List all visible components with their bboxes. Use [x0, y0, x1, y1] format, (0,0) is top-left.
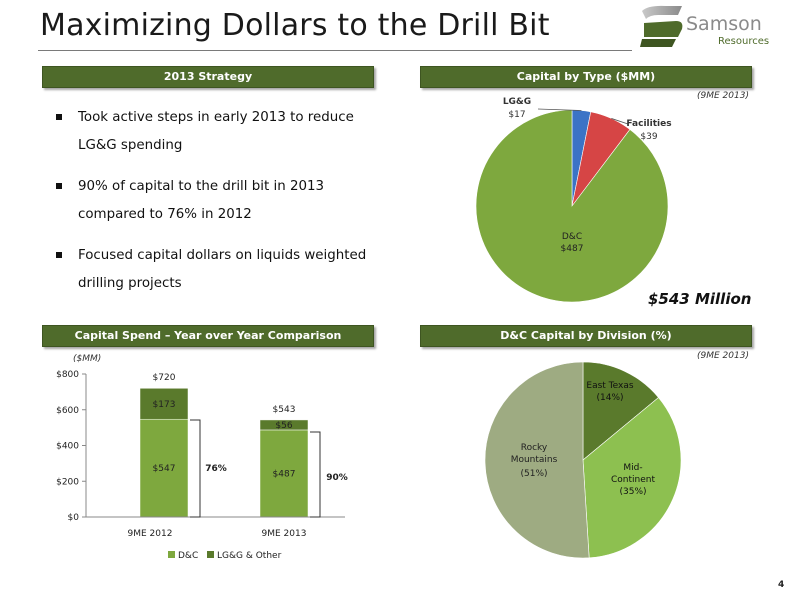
title-divider: [38, 50, 632, 51]
dc-division-pie-chart: East Texas (14%) Mid- Continent (35%) Ro…: [484, 361, 682, 559]
bar-total-label: $543: [273, 405, 296, 415]
legend-swatch-lgg: [207, 551, 214, 558]
logo-mark-icon: Samson Resources: [640, 5, 769, 47]
pie-slice-east-texas: [582, 361, 659, 461]
share-bracket: [310, 431, 321, 518]
logo-subname: Resources: [718, 36, 769, 47]
slice-label: Rocky: [521, 443, 548, 453]
capital-type-note: (9ME 2013): [697, 91, 749, 101]
strategy-bullet: Took active steps in early 2013 to reduc…: [52, 104, 372, 160]
bar-segment-lgg-other: [139, 388, 189, 420]
pie-slice-d-c: [475, 109, 669, 303]
slice-label: Facilities: [626, 119, 671, 129]
legend-label: LG&G & Other: [217, 551, 282, 561]
bar-value-label: $56: [275, 421, 292, 431]
logo-name: Samson: [686, 13, 762, 35]
slice-pct: (14%): [596, 393, 623, 403]
strategy-bullet: 90% of capital to the drill bit in 2013 …: [52, 173, 372, 229]
slice-pct: (51%): [520, 469, 547, 479]
slice-value: $39: [640, 132, 657, 142]
capital-by-type-header: Capital by Type ($MM): [420, 66, 752, 88]
strategy-bullets: Took active steps in early 2013 to reduc…: [52, 104, 372, 311]
slice-label: Continent: [611, 475, 655, 485]
bar-value-label: $173: [153, 400, 176, 410]
share-label: 90%: [326, 473, 348, 483]
leader-line: [537, 108, 582, 111]
dc-division-note: (9ME 2013): [697, 351, 749, 361]
pie-slice-rocky-mountains: [484, 361, 590, 559]
total-capital-label: $543 Million: [648, 290, 752, 308]
yoy-header: Capital Spend – Year over Year Compariso…: [42, 325, 374, 347]
page-number: 4: [778, 580, 785, 590]
bar-segment-dc: [139, 418, 189, 518]
page-title: Maximizing Dollars to the Drill Bit: [40, 8, 550, 43]
yoy-units: ($MM): [73, 354, 102, 364]
y-tick-label: $600: [56, 406, 79, 416]
dc-division-header: D&C Capital by Division (%): [420, 325, 752, 347]
y-tick-label: $0: [68, 513, 80, 523]
leader-line: [611, 118, 629, 125]
y-tick-label: $200: [56, 477, 79, 487]
strategy-bullet: Focused capital dollars on liquids weigh…: [52, 242, 372, 298]
legend-swatch-dc: [168, 551, 175, 558]
slice-label: D&C: [562, 232, 582, 242]
y-tick-label: $400: [56, 442, 79, 452]
share-label: 76%: [205, 464, 227, 474]
legend-label: D&C: [178, 551, 198, 561]
samson-logo: Samson Resources: [636, 3, 786, 51]
bar-segment-lgg-other: [259, 419, 309, 431]
pie-slice-mid-continent: [582, 397, 682, 559]
bar-total-label: $720: [153, 373, 176, 383]
strategy-header: 2013 Strategy: [42, 66, 374, 88]
slice-label: East Texas: [586, 381, 633, 391]
capital-type-pie-chart: LG&G $17 Facilities $39 D&C $487: [475, 97, 672, 303]
share-bracket: [190, 419, 201, 518]
category-label: 9ME 2012: [128, 529, 173, 539]
slice-value: $17: [508, 110, 525, 120]
bar-value-label: $547: [153, 464, 176, 474]
slice-label: Mid-: [623, 463, 642, 473]
slice-pct: (35%): [619, 487, 646, 497]
category-label: 9ME 2013: [262, 529, 307, 539]
bar-segment-dc: [259, 429, 309, 518]
bar-value-label: $487: [273, 469, 296, 479]
yoy-bar-chart: $0 $200 $400 $600 $800 $547 $173 $487 $56 9ME 2…: [56, 370, 348, 561]
slice-label: Mountains: [511, 455, 558, 465]
slice-label: LG&G: [503, 97, 531, 107]
y-tick-label: $800: [56, 370, 79, 380]
slice-value: $487: [561, 244, 584, 254]
